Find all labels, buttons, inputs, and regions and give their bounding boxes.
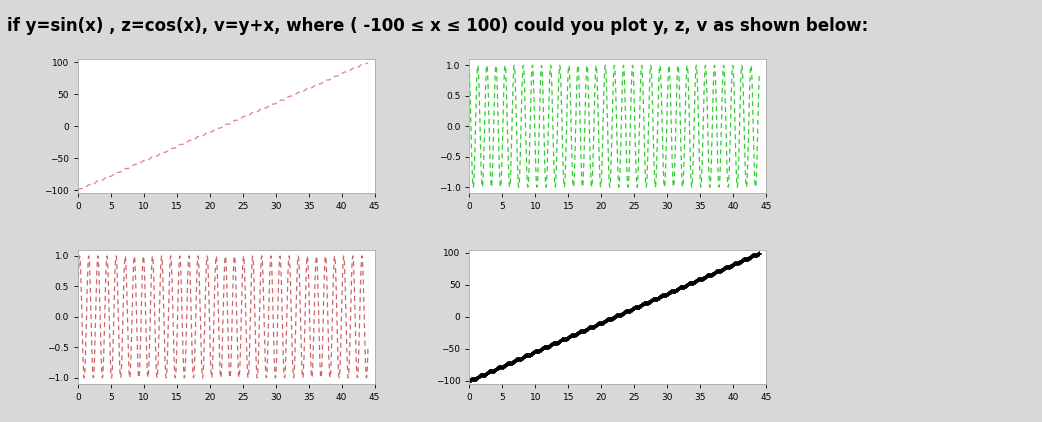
Text: if y=sin(x) , z=cos(x), v=y+x, where ( -100 ≤ x ≤ 100) could you plot y, z, v as: if y=sin(x) , z=cos(x), v=y+x, where ( -… xyxy=(7,17,868,35)
